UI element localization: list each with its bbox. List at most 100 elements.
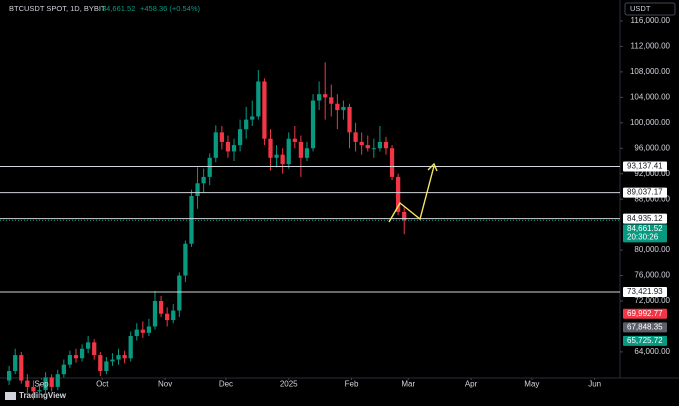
candle-body <box>396 176 401 212</box>
candle-body <box>298 141 304 158</box>
candle-body <box>316 94 322 101</box>
candle-body <box>383 141 389 149</box>
candle-body <box>213 132 218 158</box>
currency-box[interactable] <box>624 2 676 16</box>
candle-body <box>402 211 407 221</box>
candle-body <box>73 355 79 359</box>
candle-body <box>43 377 48 391</box>
candle-body <box>268 138 273 158</box>
candle-body <box>67 355 73 365</box>
logo-mark <box>5 392 16 400</box>
candle-body <box>128 336 133 359</box>
candle-body <box>292 138 297 142</box>
currency[interactable]: USDT <box>630 4 651 13</box>
y-tick-label: 100,000.00 <box>630 118 671 127</box>
candle-body <box>195 183 200 196</box>
y-tick-label: 72,000.00 <box>634 296 670 305</box>
y-tick-label: 92,000.00 <box>634 169 670 178</box>
projection-arrow <box>388 162 438 223</box>
level-label: 84,935.12 <box>627 214 663 223</box>
candle-body <box>310 100 316 149</box>
candle-body <box>110 359 115 362</box>
candle-body <box>335 103 340 111</box>
candle-body <box>116 355 121 360</box>
x-tick-label: Apr <box>465 380 478 389</box>
header-price: 84,661.52 <box>102 4 135 13</box>
candle-body <box>274 154 279 158</box>
y-tick-label: 96,000.00 <box>634 143 670 152</box>
level-label-box <box>623 286 667 297</box>
x-tick-label: Sep <box>34 380 49 389</box>
candle-body <box>207 157 212 177</box>
candle-body <box>231 145 237 152</box>
candle-body <box>353 132 358 142</box>
candle-body <box>189 196 194 244</box>
candle-body <box>256 81 261 117</box>
price-marker-box <box>623 335 667 346</box>
candle-body <box>6 371 12 381</box>
level-label-box <box>623 187 667 198</box>
y-tick-label: 108,000.00 <box>630 67 671 76</box>
x-tick-label: Feb <box>345 380 359 389</box>
y-tick-label: 64,000.00 <box>634 347 670 356</box>
price-marker-label: 67,848.35 <box>627 323 663 332</box>
candle-body <box>177 275 182 311</box>
candle-body <box>134 329 139 336</box>
last-price-box <box>623 224 667 243</box>
candle-body <box>165 313 170 321</box>
candle-body <box>171 310 176 321</box>
candle-body <box>280 154 285 165</box>
candle-body <box>389 148 395 177</box>
logo <box>5 392 16 400</box>
candle-body <box>347 106 352 133</box>
price-axis: 64,000.00 72,000.00 76,000.00 80,000.00 88,0… <box>620 16 671 356</box>
y-tick-label: 112,000.00 <box>631 42 671 51</box>
candle-body <box>152 301 158 327</box>
candle-body <box>49 377 54 387</box>
price-marker-label: 69,992.77 <box>627 309 663 318</box>
level-label: 73,421.93 <box>627 287 663 296</box>
candle-body <box>262 81 267 139</box>
x-tick-label: Mar <box>401 380 415 389</box>
y-tick-label: 88,000.00 <box>634 194 670 203</box>
candle-body <box>225 141 231 152</box>
candle-body <box>37 390 42 392</box>
x-tick-label: Jun <box>588 380 601 389</box>
y-tick-label: 116,000.00 <box>631 16 671 25</box>
candle-body <box>92 342 97 356</box>
candle-body <box>31 386 36 392</box>
countdown: 20:30:26 <box>627 233 659 242</box>
x-tick-label: 2025 <box>280 380 298 389</box>
price-marker-box <box>623 322 667 333</box>
x-tick-label: Dec <box>219 380 233 389</box>
candle-body <box>377 141 383 149</box>
candle-body <box>201 176 206 184</box>
candle-body <box>244 119 249 130</box>
candle-body <box>13 355 18 371</box>
candle-body <box>19 355 24 381</box>
candle-body <box>25 380 30 387</box>
level-label: 89,037.17 <box>627 188 663 197</box>
x-tick-label: May <box>524 380 539 389</box>
candle-body <box>55 374 60 387</box>
candle-body <box>286 138 291 165</box>
candle-body <box>250 116 255 120</box>
last-price-label: 84,661.52 <box>627 224 663 233</box>
candle-body <box>365 145 370 149</box>
symbol: BTCUSDT SPOT, 1D, BYBIT <box>9 4 106 13</box>
candle-body <box>219 132 224 142</box>
candle-body <box>79 348 85 359</box>
x-tick-label: Nov <box>158 380 172 389</box>
y-tick-label: 104,000.00 <box>630 92 671 101</box>
candle-body <box>304 148 310 158</box>
candle-body <box>122 355 127 359</box>
candle-body <box>98 355 103 371</box>
arrow-head <box>427 162 438 172</box>
candle-body <box>146 326 152 333</box>
candle-body <box>158 301 164 314</box>
price-marker-label: 65,725.72 <box>627 336 663 345</box>
candle-body <box>140 329 145 333</box>
level-label-box <box>623 161 667 172</box>
